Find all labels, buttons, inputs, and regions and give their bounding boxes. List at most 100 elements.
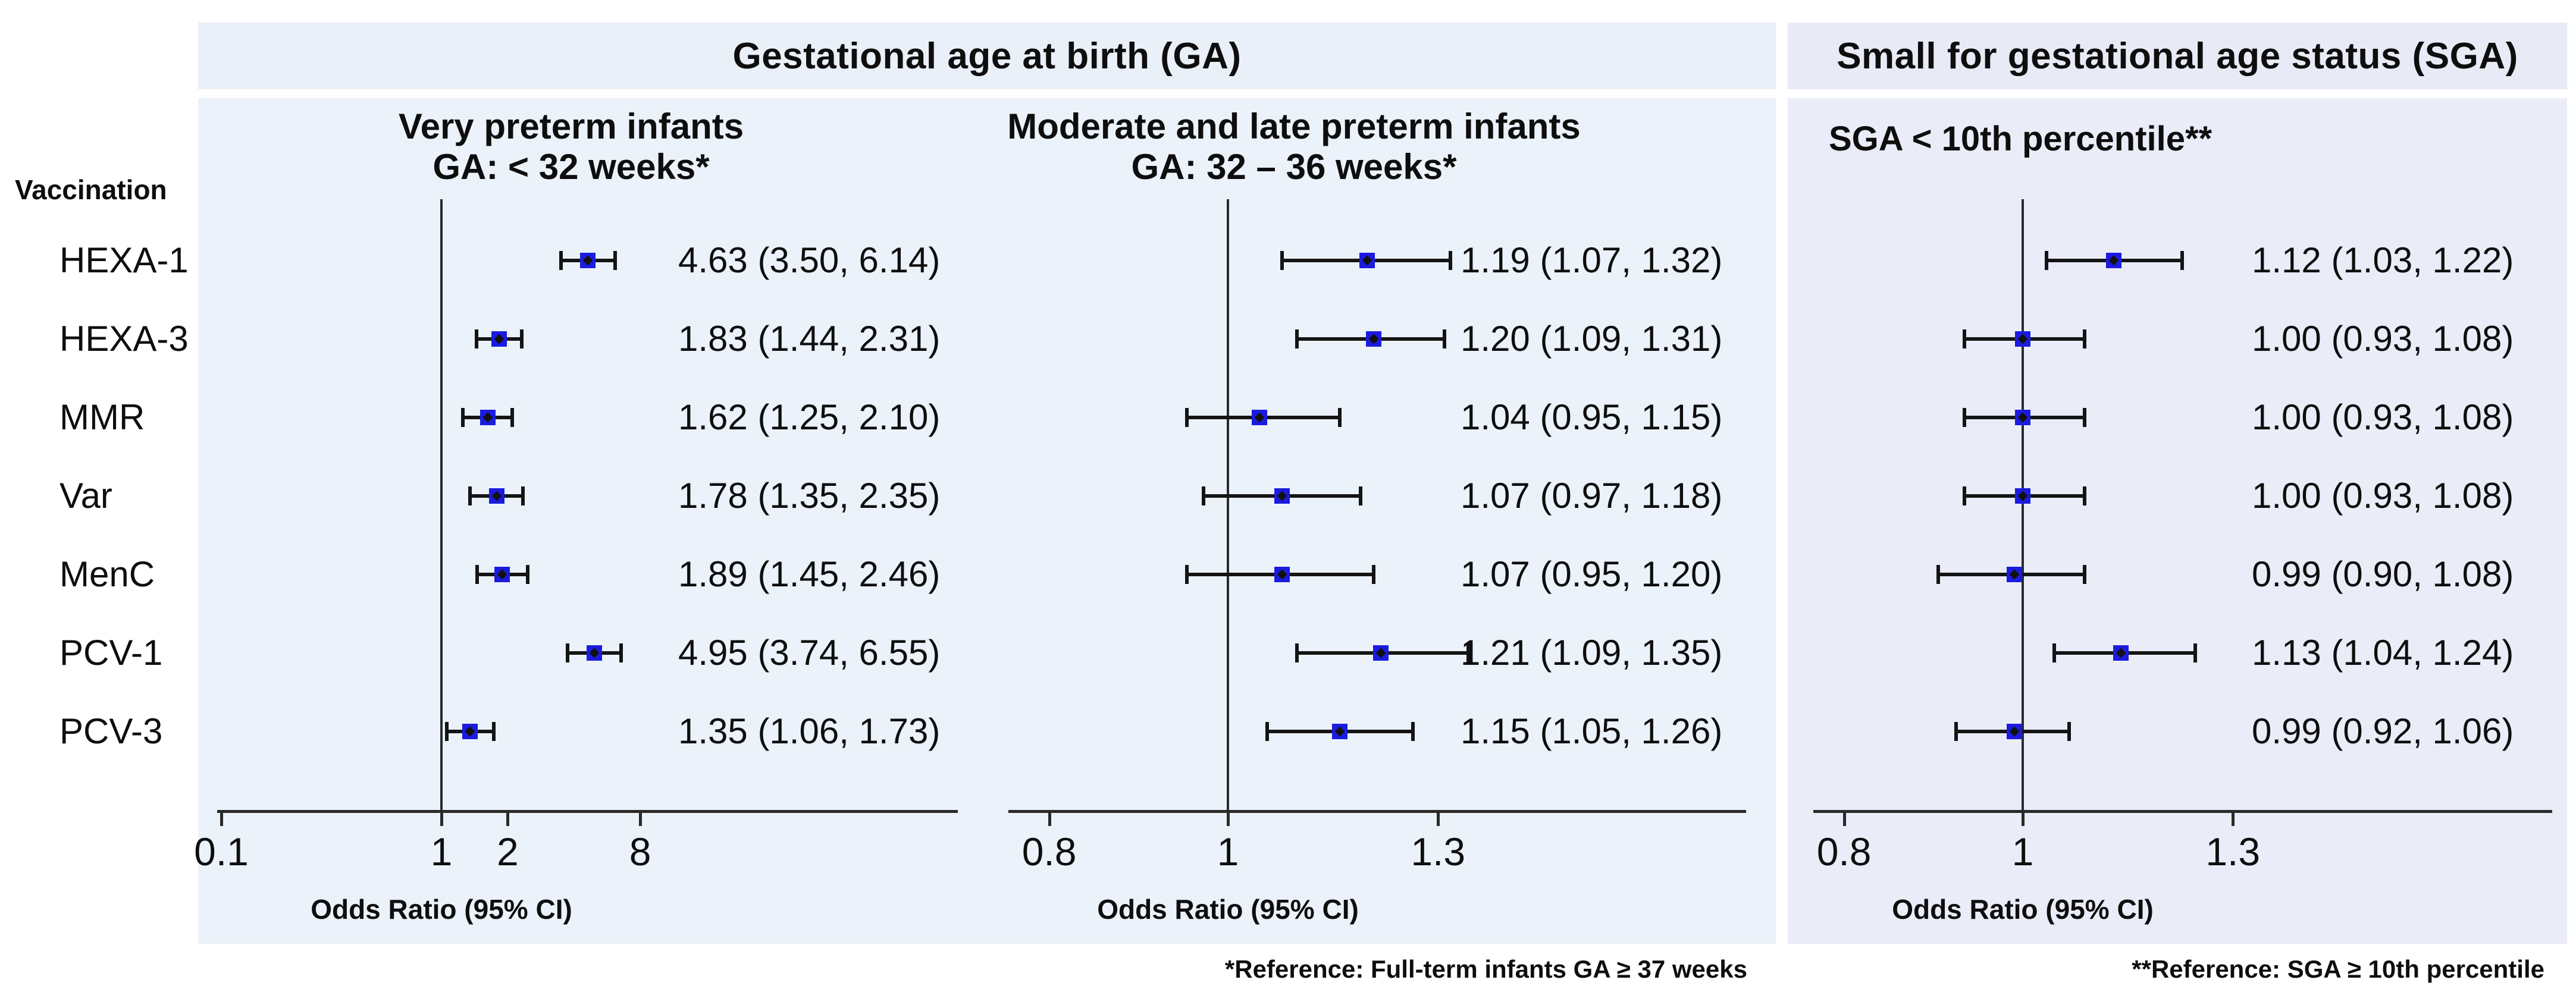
panel3-hexa-1-ci-cap-low	[2044, 251, 2048, 270]
panel1-tick-1	[440, 813, 443, 826]
panel1-mmr-or-ci-value: 1.62 (1.25, 2.10)	[678, 397, 941, 437]
panel3-pcv-1-marker-center	[2116, 648, 2126, 658]
panel2-tick-label-1.3: 1.3	[1411, 830, 1466, 874]
panel3-var-point-estimate-marker	[2015, 488, 2030, 504]
panel1-menc-marker-center	[497, 569, 507, 580]
panel2-pcv-1-marker-center	[1375, 648, 1386, 658]
panel2-hexa-1-ci-cap-high	[1448, 251, 1452, 270]
panel3-pcv-3-point-estimate-marker	[2007, 724, 2023, 739]
panel2-tick-0.8	[1048, 813, 1051, 826]
panel1-x-axis	[217, 810, 958, 813]
panel3-xaxis-caption: Odds Ratio (95% CI)	[1892, 894, 2154, 925]
panel2-pcv-1-ci-cap-high	[1466, 643, 1471, 662]
panel1-tick-label-1: 1	[430, 830, 453, 874]
panel3-pcv-1-or-ci-value: 1.13 (1.04, 1.24)	[2252, 633, 2514, 673]
panel1-reference-line	[440, 199, 443, 810]
panel1-xaxis-caption: Odds Ratio (95% CI)	[311, 894, 572, 925]
panel1-hexa-1-point-estimate-marker	[580, 253, 596, 268]
panel1-pcv-3-marker-center	[465, 726, 475, 737]
panel1-pcv-1-ci-cap-low	[565, 643, 569, 662]
panel3-mmr-point-estimate-marker	[2015, 410, 2030, 425]
panel3-tick-label-1: 1	[2011, 830, 2034, 874]
panel3-mmr-or-ci-value: 1.00 (0.93, 1.08)	[2252, 397, 2514, 437]
panel3-var-ci-cap-high	[2082, 486, 2086, 505]
panel3-pcv-3-marker-center	[2009, 726, 2020, 737]
panel3-subtitle: SGA < 10th percentile**	[1829, 120, 2213, 158]
panel1-hexa-3-marker-center	[494, 334, 504, 344]
panel1-mmr-point-estimate-marker	[480, 410, 496, 425]
panel1-tick-label-8: 8	[629, 830, 651, 874]
panel1-subtitle-line2: GA: < 32 weeks*	[433, 147, 710, 187]
panel2-menc-ci-cap-high	[1372, 565, 1376, 584]
panel3-hexa-1-point-estimate-marker	[2105, 253, 2121, 268]
panel1-pcv-1-or-ci-value: 4.95 (3.74, 6.55)	[678, 633, 941, 673]
panel2-menc-ci-cap-low	[1184, 565, 1189, 584]
panel1-menc-ci-cap-high	[525, 565, 529, 584]
row-label-hexa-1: HEXA-1	[59, 240, 189, 280]
panel3-menc-marker-center	[2009, 569, 2020, 580]
sga-title: Small for gestational age status (SGA)	[1837, 35, 2518, 77]
panel2-var-ci-cap-high	[1358, 486, 1362, 505]
panel2-var-point-estimate-marker	[1274, 488, 1290, 504]
panel1-pcv-3-or-ci-value: 1.35 (1.06, 1.73)	[678, 711, 941, 751]
panel1-hexa-3-or-ci-value: 1.83 (1.44, 2.31)	[678, 319, 941, 359]
panel1-tick-0.1	[220, 813, 223, 826]
panel3-hexa-3-ci-cap-low	[1963, 329, 1967, 348]
panel3-tick-0.8	[1842, 813, 1846, 826]
panel2-var-or-ci-value: 1.07 (0.97, 1.18)	[1461, 476, 1723, 516]
sga-plot-band	[1788, 98, 2567, 944]
ga-title: Gestational age at birth (GA)	[732, 35, 1242, 77]
panel1-hexa-1-marker-center	[582, 255, 593, 266]
panel2-reference-line	[1227, 199, 1229, 810]
panel2-hexa-1-marker-center	[1362, 255, 1372, 266]
panel1-tick-label-0.1: 0.1	[194, 830, 249, 874]
panel2-mmr-point-estimate-marker	[1251, 410, 1267, 425]
panel2-pcv-3-ci-cap-high	[1411, 722, 1415, 741]
panel2-mmr-or-ci-value: 1.04 (0.95, 1.15)	[1461, 397, 1723, 437]
panel2-mmr-ci-cap-high	[1338, 408, 1342, 427]
panel2-hexa-1-point-estimate-marker	[1359, 253, 1375, 268]
panel2-pcv-3-point-estimate-marker	[1332, 724, 1348, 739]
panel2-var-ci-cap-low	[1201, 486, 1205, 505]
row-label-pcv-1: PCV-1	[59, 633, 163, 673]
panel2-menc-or-ci-value: 1.07 (0.95, 1.20)	[1461, 554, 1723, 594]
panel1-hexa-3-ci-cap-low	[474, 329, 478, 348]
panel1-var-marker-center	[491, 491, 502, 501]
panel3-mmr-ci-cap-high	[2082, 408, 2086, 427]
panel3-hexa-3-ci-cap-high	[2082, 329, 2086, 348]
panel1-menc-ci-cap-low	[475, 565, 479, 584]
panel1-pcv-1-ci-cap-high	[619, 643, 623, 662]
panel3-menc-point-estimate-marker	[2007, 567, 2023, 582]
row-label-var: Var	[59, 476, 112, 516]
panel2-tick-label-1: 1	[1217, 830, 1239, 874]
panel2-hexa-1-or-ci-value: 1.19 (1.07, 1.32)	[1461, 240, 1723, 280]
panel1-hexa-1-ci-cap-high	[613, 251, 617, 270]
panel3-tick-1	[2022, 813, 2025, 826]
panel3-var-ci-cap-low	[1963, 486, 1967, 505]
panel2-hexa-3-or-ci-value: 1.20 (1.09, 1.31)	[1461, 319, 1723, 359]
panel3-hexa-1-or-ci-value: 1.12 (1.03, 1.22)	[2252, 240, 2514, 280]
panel2-subtitle-line2: GA: 32 – 36 weeks*	[1131, 147, 1457, 187]
panel1-pcv-1-point-estimate-marker	[587, 645, 602, 661]
panel1-hexa-3-ci-cap-high	[519, 329, 524, 348]
panel3-tick-label-1.3: 1.3	[2205, 830, 2261, 874]
panel1-mmr-marker-center	[482, 412, 493, 423]
panel1-hexa-1-or-ci-value: 4.63 (3.50, 6.14)	[678, 240, 941, 280]
panel3-menc-or-ci-value: 0.99 (0.90, 1.08)	[2252, 554, 2514, 594]
panel1-var-ci-cap-high	[521, 486, 525, 505]
panel1-menc-point-estimate-marker	[494, 567, 510, 582]
panel2-tick-label-0.8: 0.8	[1021, 830, 1077, 874]
panel1-tick-2	[506, 813, 510, 826]
panel3-hexa-3-point-estimate-marker	[2015, 331, 2030, 347]
panel3-pcv-3-ci-cap-low	[1954, 722, 1958, 741]
panel3-menc-ci-cap-low	[1936, 565, 1941, 584]
panel1-tick-8	[639, 813, 643, 826]
row-label-menc: MenC	[59, 554, 155, 594]
panel1-pcv-3-ci-cap-high	[492, 722, 496, 741]
panel2-pcv-3-or-ci-value: 1.15 (1.05, 1.26)	[1461, 711, 1723, 751]
panel2-pcv-1-ci-cap-low	[1295, 643, 1299, 662]
panel3-reference-line	[2022, 199, 2024, 810]
row-label-hexa-3: HEXA-3	[59, 319, 189, 359]
panel2-menc-point-estimate-marker	[1274, 567, 1290, 582]
